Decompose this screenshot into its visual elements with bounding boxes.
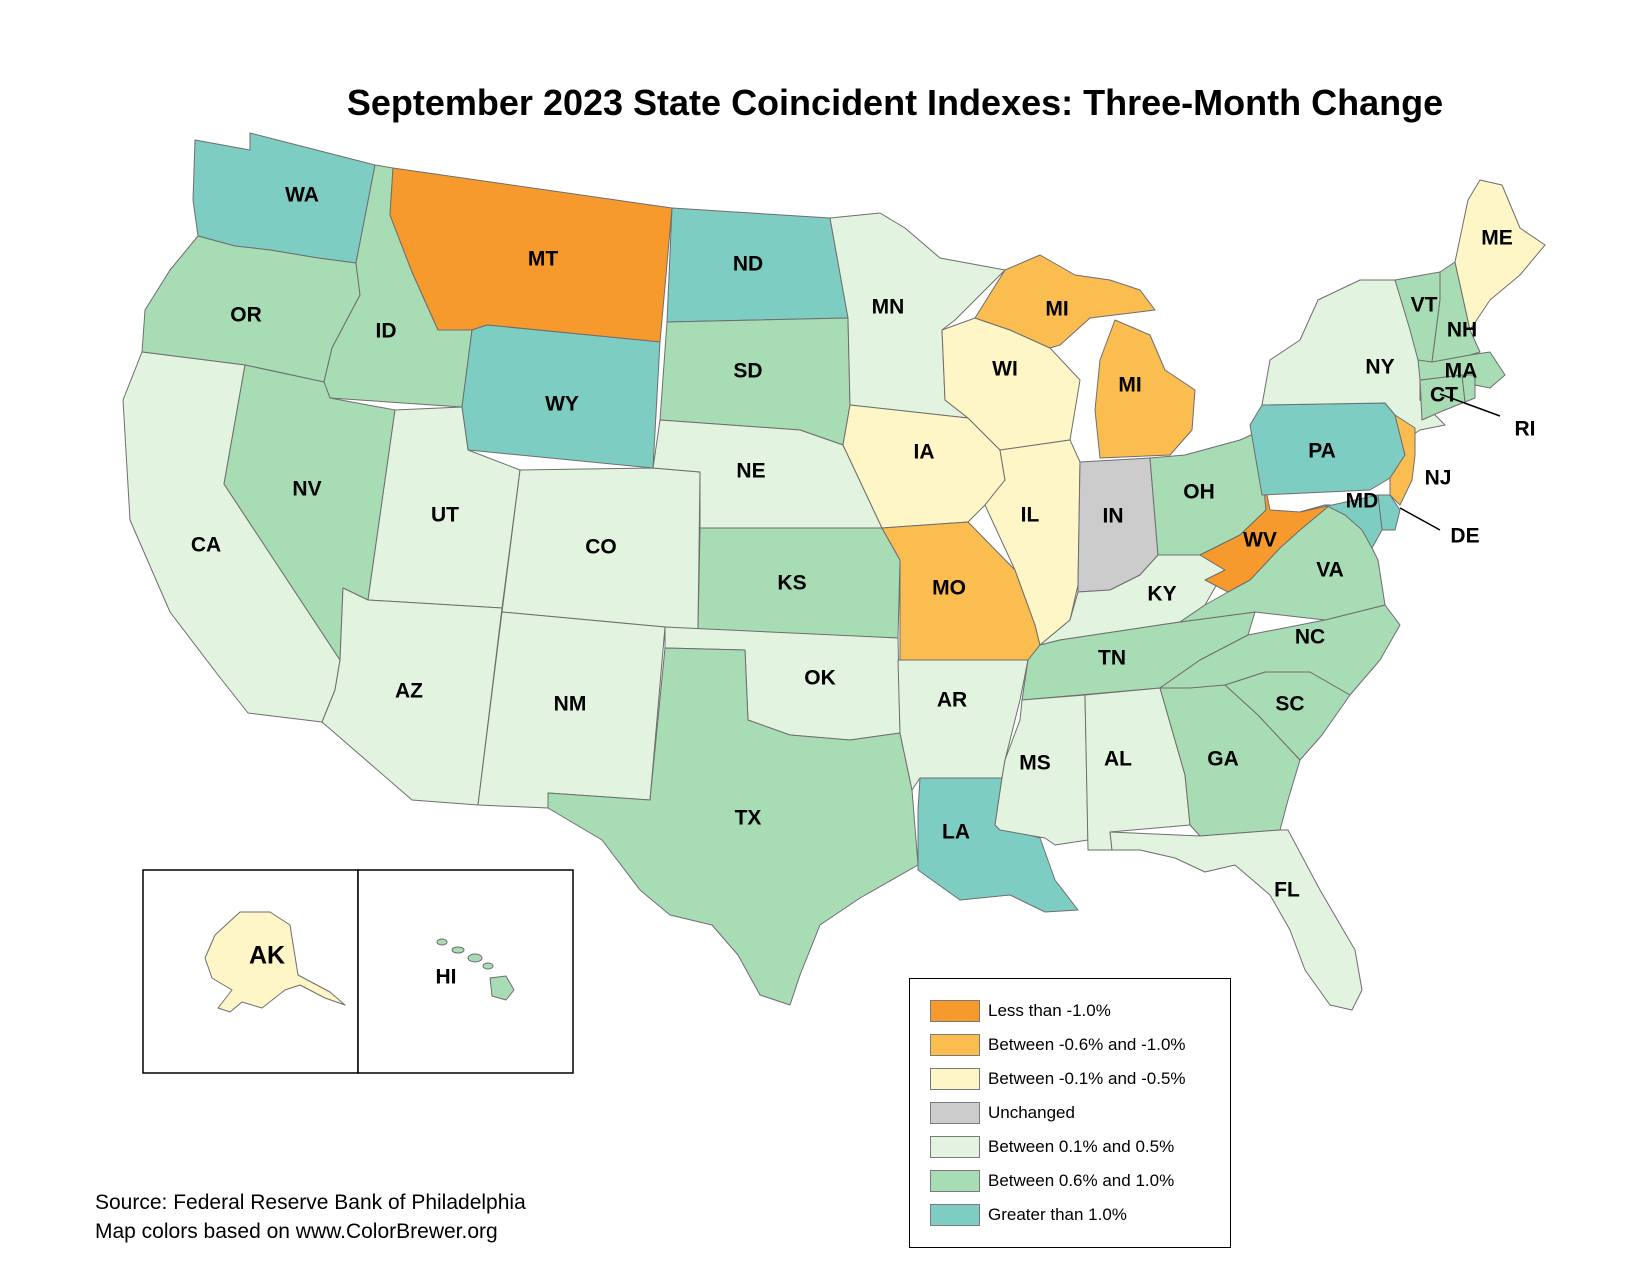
source-note: Source: Federal Reserve Bank of Philadel… (95, 1188, 526, 1246)
label-ID: ID (376, 320, 397, 343)
state-AK (204, 911, 346, 1013)
colorbrewer-credit: Map colors based on www.ColorBrewer.org (95, 1220, 498, 1243)
legend-item: Between 0.6% and 1.0% (930, 1169, 1174, 1193)
legend-item: Less than -1.0% (930, 999, 1111, 1023)
label-KY: KY (1147, 583, 1176, 606)
state-MD (1299, 494, 1383, 549)
label-NE: NE (736, 460, 765, 483)
label-NH: NH (1447, 319, 1477, 342)
legend-label: Unchanged (988, 1103, 1075, 1122)
label-NJ: NJ (1425, 467, 1452, 490)
label-OH: OH (1183, 481, 1215, 504)
hawaii-inset-frame (357, 869, 574, 1074)
state-KY (1039, 554, 1226, 646)
label-MA: MA (1445, 360, 1478, 383)
state-TX (547, 647, 919, 1006)
label-NY: NY (1365, 356, 1394, 379)
label-ND: ND (733, 253, 763, 276)
legend-item: Unchanged (930, 1101, 1075, 1125)
label-VA: VA (1316, 559, 1344, 582)
legend-swatch (930, 1034, 980, 1056)
label-AL: AL (1104, 748, 1132, 771)
label-NV: NV (292, 478, 321, 501)
label-AZ: AZ (395, 680, 423, 703)
state-NJ (1389, 414, 1416, 506)
legend-item: Between -0.1% and -0.5% (930, 1067, 1186, 1091)
label-WA: WA (285, 184, 319, 207)
state-MI-lower (1094, 319, 1196, 459)
label-TX: TX (735, 807, 762, 830)
label-MN: MN (872, 296, 905, 319)
state-MI-upper (974, 254, 1156, 349)
legend-label: Between 0.1% and 0.5% (988, 1137, 1175, 1156)
label-HI: HI (436, 966, 457, 989)
label-SC: SC (1275, 693, 1304, 716)
label-MI-upper: MI (1045, 298, 1068, 321)
source-line: Source: Federal Reserve Bank of Philadel… (95, 1191, 526, 1214)
label-PA: PA (1308, 440, 1336, 463)
label-KS: KS (777, 572, 806, 595)
state-KS (697, 527, 901, 639)
label-AK: AK (249, 942, 285, 970)
legend-label: Between -0.1% and -0.5% (988, 1069, 1186, 1088)
de-leader-line (1399, 507, 1441, 531)
label-ME: ME (1481, 227, 1513, 250)
legend-swatch (930, 1102, 980, 1124)
label-MS: MS (1019, 752, 1051, 775)
hawaii-islands (436, 938, 515, 1001)
label-WI: WI (992, 358, 1018, 381)
label-SD: SD (733, 360, 762, 383)
legend-swatch (930, 1170, 980, 1192)
legend-label: Between -0.6% and -1.0% (988, 1035, 1186, 1054)
label-NM: NM (554, 693, 587, 716)
label-UT: UT (431, 504, 459, 527)
state-labels: WA OR CA ID NV MT WY UT AZ CO NM ND SD N… (191, 184, 1536, 989)
label-WV: WV (1243, 529, 1277, 552)
legend-swatch (930, 1068, 980, 1090)
label-TN: TN (1098, 647, 1126, 670)
label-DE: DE (1450, 525, 1479, 548)
legend-swatch (930, 1000, 980, 1022)
legend-item: Between -0.6% and -1.0% (930, 1033, 1186, 1057)
label-CA: CA (191, 534, 221, 557)
map-title: September 2023 State Coincident Indexes:… (346, 82, 1444, 123)
state-CO (501, 467, 701, 631)
label-NC: NC (1295, 626, 1325, 649)
legend-swatch (930, 1136, 980, 1158)
ri-leader-line (1439, 393, 1501, 417)
legend-label: Less than -1.0% (988, 1001, 1111, 1020)
legend-item: Between 0.1% and 0.5% (930, 1135, 1174, 1159)
state-MN (829, 212, 1006, 419)
legend-label: Between 0.6% and 1.0% (988, 1171, 1175, 1190)
label-AR: AR (937, 689, 967, 712)
label-RI: RI (1515, 418, 1536, 441)
label-WY: WY (545, 393, 579, 416)
label-CO: CO (585, 536, 617, 559)
label-MI-lower: MI (1118, 374, 1141, 397)
label-IN: IN (1103, 505, 1124, 528)
label-IL: IL (1021, 504, 1040, 527)
label-OK: OK (804, 667, 836, 690)
label-OR: OR (230, 304, 262, 327)
legend-label: Greater than 1.0% (988, 1205, 1127, 1224)
label-MO: MO (932, 577, 966, 600)
legend-item: Greater than 1.0% (930, 1203, 1127, 1227)
label-VT: VT (1411, 294, 1438, 317)
map-legend: Less than -1.0% Between -0.6% and -1.0% … (909, 978, 1231, 1248)
state-ME (1454, 179, 1546, 331)
label-CT: CT (1430, 384, 1458, 407)
label-GA: GA (1207, 748, 1239, 771)
legend-swatch (930, 1204, 980, 1226)
label-IA: IA (914, 441, 935, 464)
label-MT: MT (528, 248, 558, 271)
state-FL (1109, 829, 1363, 1011)
label-MD: MD (1346, 490, 1379, 513)
label-LA: LA (942, 821, 970, 844)
label-FL: FL (1274, 879, 1300, 902)
